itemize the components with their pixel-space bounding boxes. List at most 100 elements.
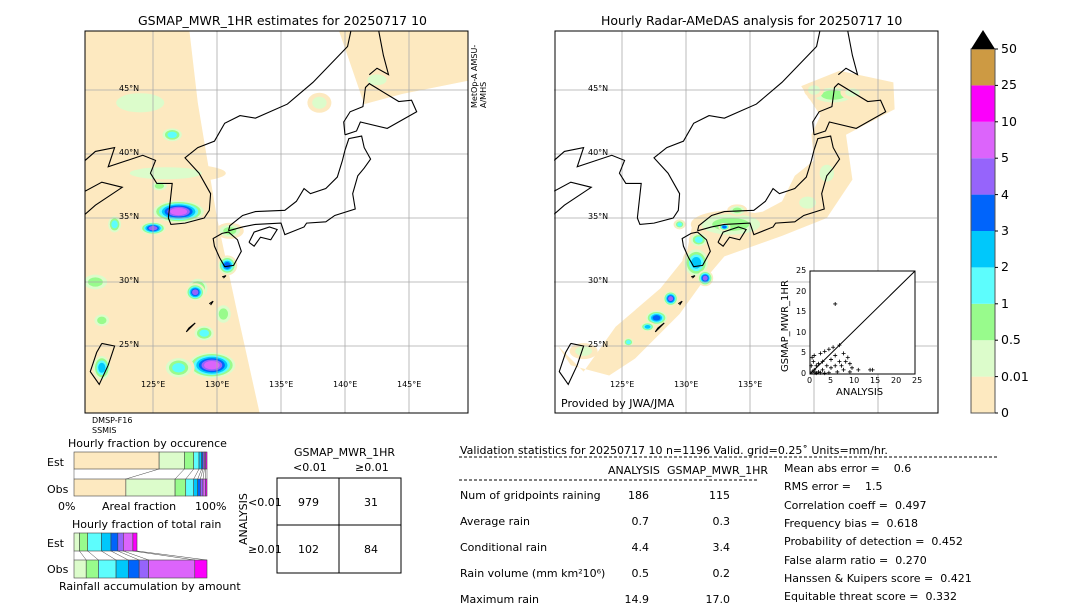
scatter-point [814,363,819,368]
rain-est-segment [132,532,138,552]
stats-score: Correlation coeff = 0.497 [784,498,927,512]
colorbar-tick-label: 10 [1001,113,1017,129]
lat-label: 25°N [588,340,609,349]
rain-obs-segment [194,559,208,579]
scatter-point [818,370,823,375]
connector [200,468,204,480]
coastline [343,82,418,136]
coastline [690,275,696,279]
stats-analysis-value: 14.9 [624,593,650,606]
lon-label: 125°E [141,380,166,389]
occ-xlabel: Areal fraction [102,500,177,513]
rain-area [199,329,209,337]
scatter-point [812,353,817,358]
lat-label: 25°N [119,340,140,349]
stats-gsmap-value: 3.4 [712,541,731,554]
scatter-ytick: 0 [801,369,807,378]
rain-est-segment [87,532,102,552]
scatter-xtick: 25 [912,376,923,385]
scatter-ytick: 25 [796,266,807,275]
rain-obs-segment [115,559,129,579]
colorbar-segment [971,49,995,86]
total-rain-title: Hourly fraction of total rain [72,518,222,531]
connector [123,550,149,561]
scatter-point [826,347,831,352]
stats-score: RMS error = 1.5 [784,480,883,494]
occ-obs-segment [200,478,204,497]
scatter-point [833,353,838,358]
scatter-point [826,370,831,375]
scatter-ytick: 5 [801,348,807,358]
lat-label: 30°N [588,276,609,285]
rain-area [97,316,107,325]
lon-label: 135°E [269,380,294,389]
connector [202,468,205,480]
colorbar-tick-label: 0.01 [1001,368,1029,384]
rain-est-segment [123,532,134,552]
scatter-point [841,367,846,372]
occ-obs-segment [185,478,195,497]
rain-area [575,346,592,356]
coastline [248,226,278,247]
coastline [209,300,214,306]
satellite-label-1: DMSP-F16 [92,416,133,425]
stats-row-label: Rain volume (mm km²10⁶) [460,567,606,580]
scatter-point [831,345,836,350]
occ-est-segment [158,451,185,470]
rain-est-segment [110,532,119,552]
connector [132,550,195,561]
one-to-one-line [809,270,916,375]
rain-area [722,225,727,229]
stats-score: False alarm ratio = 0.270 [784,553,927,567]
colorbar-segment [971,340,995,377]
scatter-point [833,301,838,306]
coastline [185,322,196,333]
coastline [85,181,124,215]
scatter-point [847,369,852,374]
stats-score: Probability of detection = 0.452 [784,535,963,549]
left-map [85,31,468,413]
rain-area [652,315,661,321]
rain-area [204,361,220,370]
satellite-label-top: MetOp-A AMSU-A/MHS [470,44,488,108]
scatter-xtick: 5 [828,376,834,385]
rain-area [170,208,188,216]
scatter-point [835,369,840,374]
scatter-point [822,349,827,354]
cont-cell-hit: 84 [364,543,378,556]
scatter-point [822,371,827,376]
colorbar-segment [971,303,995,341]
lat-label: 45°N [119,84,140,93]
colorbar-segment [971,158,995,195]
stats-score: Hanssen & Kuipers score = 0.421 [784,571,972,585]
rain-obs-segment [73,559,87,579]
lat-label: 35°N [119,212,140,221]
colorbar-extend-arrow [971,30,995,49]
connector [117,550,140,561]
colorbar-segment [971,85,995,122]
scatter-point [837,343,842,348]
left-map-title: GSMAP_MWR_1HR estimates for 20250717 10 [138,13,427,28]
satellite-label-2: SSMIS [92,426,117,435]
rain-area [116,93,165,113]
rain-area [172,362,186,373]
lon-label: 135°E [738,380,763,389]
lon-label: 140°E [333,380,358,389]
rain-est-label: Est [47,537,64,550]
occ-est-segment [193,451,200,470]
scatter-point [850,365,854,370]
colorbar-segment [971,194,995,231]
colorbar-segment [971,121,995,159]
scatter-point [847,361,852,366]
connector [125,468,160,480]
coastline [368,31,390,76]
rain-obs-segment [85,559,99,579]
stats-row-label: Num of gridpoints raining [460,489,601,502]
connector [79,550,87,561]
lat-label: 40°N [119,148,140,157]
occ-obs-segment [174,478,187,497]
stats-row-label: Conditional rain [460,541,548,554]
colorbar-tick-label: 25 [1001,77,1017,93]
rain-area [694,236,703,243]
